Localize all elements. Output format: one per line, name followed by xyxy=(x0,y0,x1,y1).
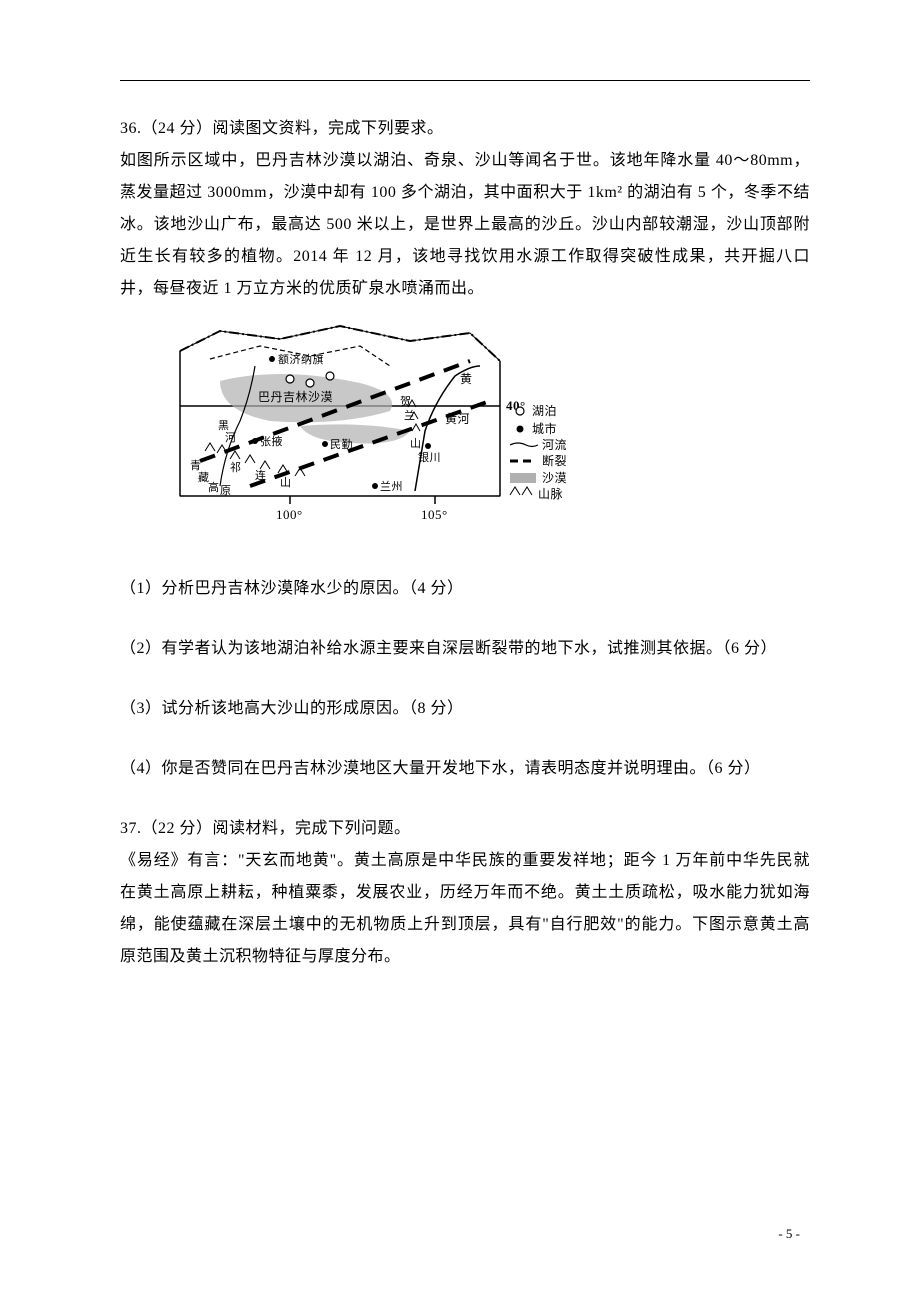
river-huang-label-2: 黄河 xyxy=(445,412,470,426)
lon-105-label: 105° xyxy=(421,507,448,522)
river-huang-label-1: 黄 xyxy=(460,372,473,386)
plateau-1: 青 xyxy=(190,459,202,472)
map-legend: 湖泊 城市 河流 断裂 沙漠 山脉 xyxy=(510,403,567,501)
body-content: 36.（24 分）阅读图文资料，完成下列要求。 如图所示区域中，巴丹吉林沙漠以湖… xyxy=(120,113,810,973)
q36-intro: 36.（24 分）阅读图文资料，完成下列要求。 xyxy=(120,113,810,145)
city-zhangye: 张掖 xyxy=(260,434,283,448)
legend-mountain: 山脉 xyxy=(538,486,563,501)
qilian-2: 连 xyxy=(255,469,267,482)
city-yinchuan: 银川 xyxy=(418,450,441,464)
heihe-label-1: 黑 xyxy=(218,419,230,432)
q36-sub2: （2）有学者认为该地湖泊补给水源主要来自深层断裂带的地下水，试推测其依据。（6 … xyxy=(120,633,810,665)
lon-100-label: 100° xyxy=(276,507,303,522)
map-figure: 40° 100° 105° 黄 黄河 xyxy=(160,311,810,563)
plateau-4: 原 xyxy=(220,485,232,497)
q36-sub3: （3）试分析该地高大沙山的形成原因。（8 分） xyxy=(120,693,810,725)
helan-label-2: 兰 xyxy=(404,409,416,422)
header-rule xyxy=(120,80,810,81)
map-svg: 40° 100° 105° 黄 黄河 xyxy=(160,311,590,551)
q36-sub1: （1）分析巴丹吉林沙漠降水少的原因。（4 分） xyxy=(120,573,810,605)
page-number: - 5 - xyxy=(778,1226,800,1242)
legend-river: 河流 xyxy=(542,438,567,452)
legend-desert: 沙漠 xyxy=(542,471,567,485)
city-minqin: 民勤 xyxy=(330,438,353,451)
city-lanzhou: 兰州 xyxy=(380,480,403,493)
qilian-1: 祁 xyxy=(230,460,242,474)
city-ejina: 额济纳旗 xyxy=(278,352,324,366)
qilian-3: 山 xyxy=(280,476,292,489)
plateau-3: 高 xyxy=(208,480,220,494)
q37-intro: 37.（22 分）阅读材料，完成下列问题。 xyxy=(120,813,810,845)
heihe-label-2: 河 xyxy=(225,431,237,444)
helan-label-4: 山 xyxy=(410,437,422,450)
q37-passage: 《易经》有言："天玄而地黄"。黄土高原是中华民族的重要发祥地；距今 1 万年前中… xyxy=(120,845,810,973)
legend-lake: 湖泊 xyxy=(532,403,557,418)
legend-fault: 断裂 xyxy=(542,453,567,468)
document-page: 36.（24 分）阅读图文资料，完成下列要求。 如图所示区域中，巴丹吉林沙漠以湖… xyxy=(0,0,920,1302)
legend-city: 城市 xyxy=(532,421,557,436)
q36-sub4: （4）你是否赞同在巴丹吉林沙漠地区大量开发地下水，请表明态度并说明理由。（6 分… xyxy=(120,753,810,785)
helan-label-1: 贺 xyxy=(400,395,412,408)
q36-passage: 如图所示区域中，巴丹吉林沙漠以湖泊、奇泉、沙山等闻名于世。该地年降水量 40～8… xyxy=(120,145,810,305)
desert-label: 巴丹吉林沙漠 xyxy=(258,390,333,404)
